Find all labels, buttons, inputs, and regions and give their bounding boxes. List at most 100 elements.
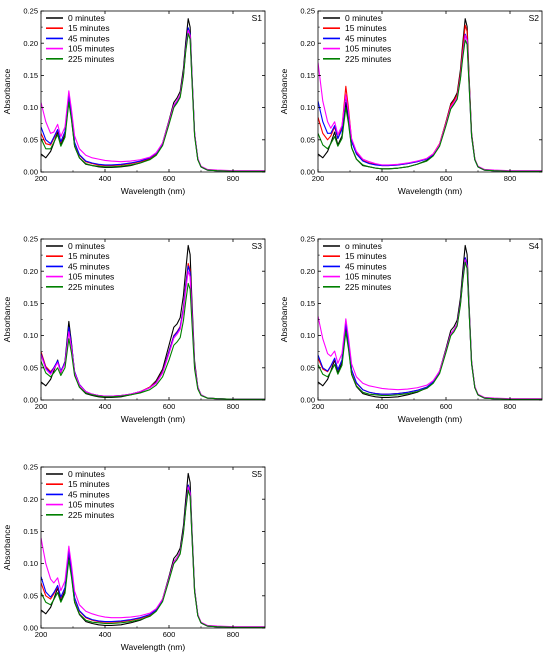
y-axis-label: Absorbance [2,525,12,571]
y-axis-label: Absorbance [2,69,12,115]
legend-label: o minutes [345,241,382,251]
series-lines [318,18,542,172]
series-line-5 [41,282,265,400]
legend-label: 225 minutes [345,54,391,64]
x-tick-label: 400 [99,630,112,639]
chart-panel-s2: 200 400 600 800 0.00 0.05 0.10 0.15 0.20 0.25 Wave… [279,7,543,196]
legend-label: 0 minutes [345,13,382,23]
series-lines [41,244,265,400]
x-tick-label: 200 [35,402,48,411]
x-axis-label: Wavelength (nm) [121,186,186,196]
x-tick-label: 600 [163,402,176,411]
legend-label: 105 minutes [345,44,391,54]
legend-label: 15 minutes [68,23,110,33]
chart-panel-s5: 200 400 600 800 0.00 0.05 0.10 0.15 0.20 0.25 Wave… [2,463,266,652]
legend-label: 105 minutes [68,500,114,510]
legend-label: 0 minutes [68,241,105,251]
y-tick-label: 0.05 [23,363,38,372]
y-tick-label: 0.20 [23,495,38,504]
y-tick-label: 0.25 [300,7,315,16]
x-axis-label: Wavelength (nm) [121,642,186,652]
legend-label: 15 minutes [68,479,110,489]
x-tick-label: 600 [440,174,453,183]
x-tick-label: 800 [227,630,240,639]
y-tick-label: 0.10 [300,103,315,112]
y-tick-label: 0.25 [23,463,38,472]
y-tick-label: 0.15 [23,71,38,80]
legend-label: 15 minutes [345,23,387,33]
panel-label: S2 [529,13,540,23]
y-tick-label: 0.00 [23,396,38,405]
legend-label: 225 minutes [345,282,391,292]
y-tick-label: 0.10 [23,331,38,340]
x-tick-label: 200 [312,174,325,183]
y-tick-label: 0.00 [23,168,38,177]
x-tick-label: 200 [312,402,325,411]
panel-label: S5 [252,469,263,479]
y-tick-label: 0.15 [300,71,315,80]
x-tick-label: 800 [504,174,517,183]
x-tick-label: 400 [99,402,112,411]
series-lines [318,244,542,400]
chart-panel-s4: 200 400 600 800 0.00 0.05 0.10 0.15 0.20 0.25 Wave… [279,235,543,424]
y-tick-label: 0.00 [300,168,315,177]
y-tick-label: 0.15 [23,299,38,308]
x-tick-label: 400 [376,402,389,411]
series-line-5 [318,39,542,172]
legend-label: 15 minutes [68,251,110,261]
y-tick-label: 0.00 [23,624,38,633]
chart-panel-s1: 200 400 600 800 0.00 0.05 0.10 0.15 0.20 0.25 Wave… [2,7,266,196]
series-line-5 [41,489,265,628]
x-tick-label: 200 [35,630,48,639]
x-axis-label: Wavelength (nm) [121,414,186,424]
panel-label: S4 [529,241,540,251]
legend-label: 45 minutes [68,489,110,499]
legend-label: 105 minutes [68,44,114,54]
x-tick-label: 800 [227,174,240,183]
y-tick-label: 0.05 [23,135,38,144]
series-lines [41,472,265,628]
chart-panel-s3: 200 400 600 800 0.00 0.05 0.10 0.15 0.20 0.25 Wave… [2,235,266,424]
y-tick-label: 0.10 [23,103,38,112]
legend-label: 45 minutes [68,33,110,43]
y-tick-label: 0.20 [23,267,38,276]
y-tick-label: 0.20 [300,39,315,48]
y-axis-label: Absorbance [279,69,289,115]
y-tick-label: 0.05 [300,135,315,144]
panel-label: S1 [252,13,263,23]
y-tick-label: 0.20 [23,39,38,48]
y-tick-label: 0.15 [23,527,38,536]
legend-label: 0 minutes [68,469,105,479]
y-tick-label: 0.25 [23,235,38,244]
y-axis-label: Absorbance [279,297,289,343]
legend-label: 45 minutes [345,261,387,271]
x-tick-label: 800 [504,402,517,411]
y-tick-label: 0.20 [300,267,315,276]
y-tick-label: 0.25 [23,7,38,16]
legend-label: 225 minutes [68,282,114,292]
x-tick-label: 400 [99,174,112,183]
y-tick-label: 0.10 [300,331,315,340]
y-axis-label: Absorbance [2,297,12,343]
series-line-5 [41,32,265,172]
series-lines [41,18,265,172]
y-tick-label: 0.25 [300,235,315,244]
x-tick-label: 400 [376,174,389,183]
legend-label: 225 minutes [68,54,114,64]
x-tick-label: 200 [35,174,48,183]
panel-label: S3 [252,241,263,251]
y-tick-label: 0.15 [300,299,315,308]
legend-label: 105 minutes [345,272,391,282]
y-tick-label: 0.05 [23,591,38,600]
x-tick-label: 600 [163,630,176,639]
x-axis-label: Wavelength (nm) [398,186,463,196]
x-tick-label: 600 [440,402,453,411]
y-tick-label: 0.05 [300,363,315,372]
legend-label: 0 minutes [68,13,105,23]
x-tick-label: 600 [163,174,176,183]
legend-label: 45 minutes [68,261,110,271]
